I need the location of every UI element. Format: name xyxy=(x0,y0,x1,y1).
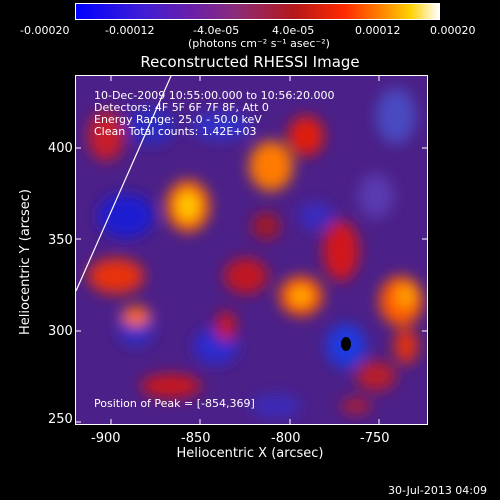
annotation-time-range: 10-Dec-2009 10:55:00.000 to 10:56:20.000 xyxy=(94,89,335,102)
y-axis-label: Heliocentric Y (arcsec) xyxy=(18,189,33,335)
y-tick-label: 350 xyxy=(48,233,73,248)
x-axis-label: Heliocentric X (arcsec) xyxy=(176,446,324,461)
annotation-peak-position: Position of Peak = [-854,369] xyxy=(94,397,255,410)
y-tick-label: 400 xyxy=(48,141,73,156)
colorbar-tick-label: -0.00020 xyxy=(20,24,70,37)
colorbar-tick-label: -4.0e-05 xyxy=(193,24,240,37)
x-tick-label: -850 xyxy=(181,431,211,446)
colorbar-tick-label: 0.00012 xyxy=(355,24,401,37)
image-plot xyxy=(75,75,428,425)
colorbar-tick-label: -0.00012 xyxy=(105,24,155,37)
colorbar xyxy=(75,3,440,20)
image-map xyxy=(76,76,427,424)
plot-title: Reconstructed RHESSI Image xyxy=(140,53,360,71)
x-tick-label: -800 xyxy=(271,431,301,446)
y-tick-label: 300 xyxy=(48,324,73,339)
annotation-clean-counts: Clean Total counts: 1.42E+03 xyxy=(94,125,257,138)
annotation-detectors: Detectors: 4F 5F 6F 7F 8F, Att 0 xyxy=(94,101,269,114)
x-tick-label: -900 xyxy=(91,431,121,446)
colorbar-tick-label: 4.0e-05 xyxy=(272,24,315,37)
dark-minimum xyxy=(341,337,351,351)
colorbar-tick-label: 0.00020 xyxy=(430,24,476,37)
image-blobs xyxy=(88,88,423,418)
colorbar-units-label: (photons cm⁻² s⁻¹ asec⁻²) xyxy=(188,37,330,50)
timestamp: 30-Jul-2013 04:09 xyxy=(388,484,488,497)
solar-limb-line xyxy=(76,76,172,292)
y-tick-label: 250 xyxy=(48,412,73,427)
x-tick-label: -750 xyxy=(360,431,390,446)
annotation-energy-range: Energy Range: 25.0 - 50.0 keV xyxy=(94,113,262,126)
